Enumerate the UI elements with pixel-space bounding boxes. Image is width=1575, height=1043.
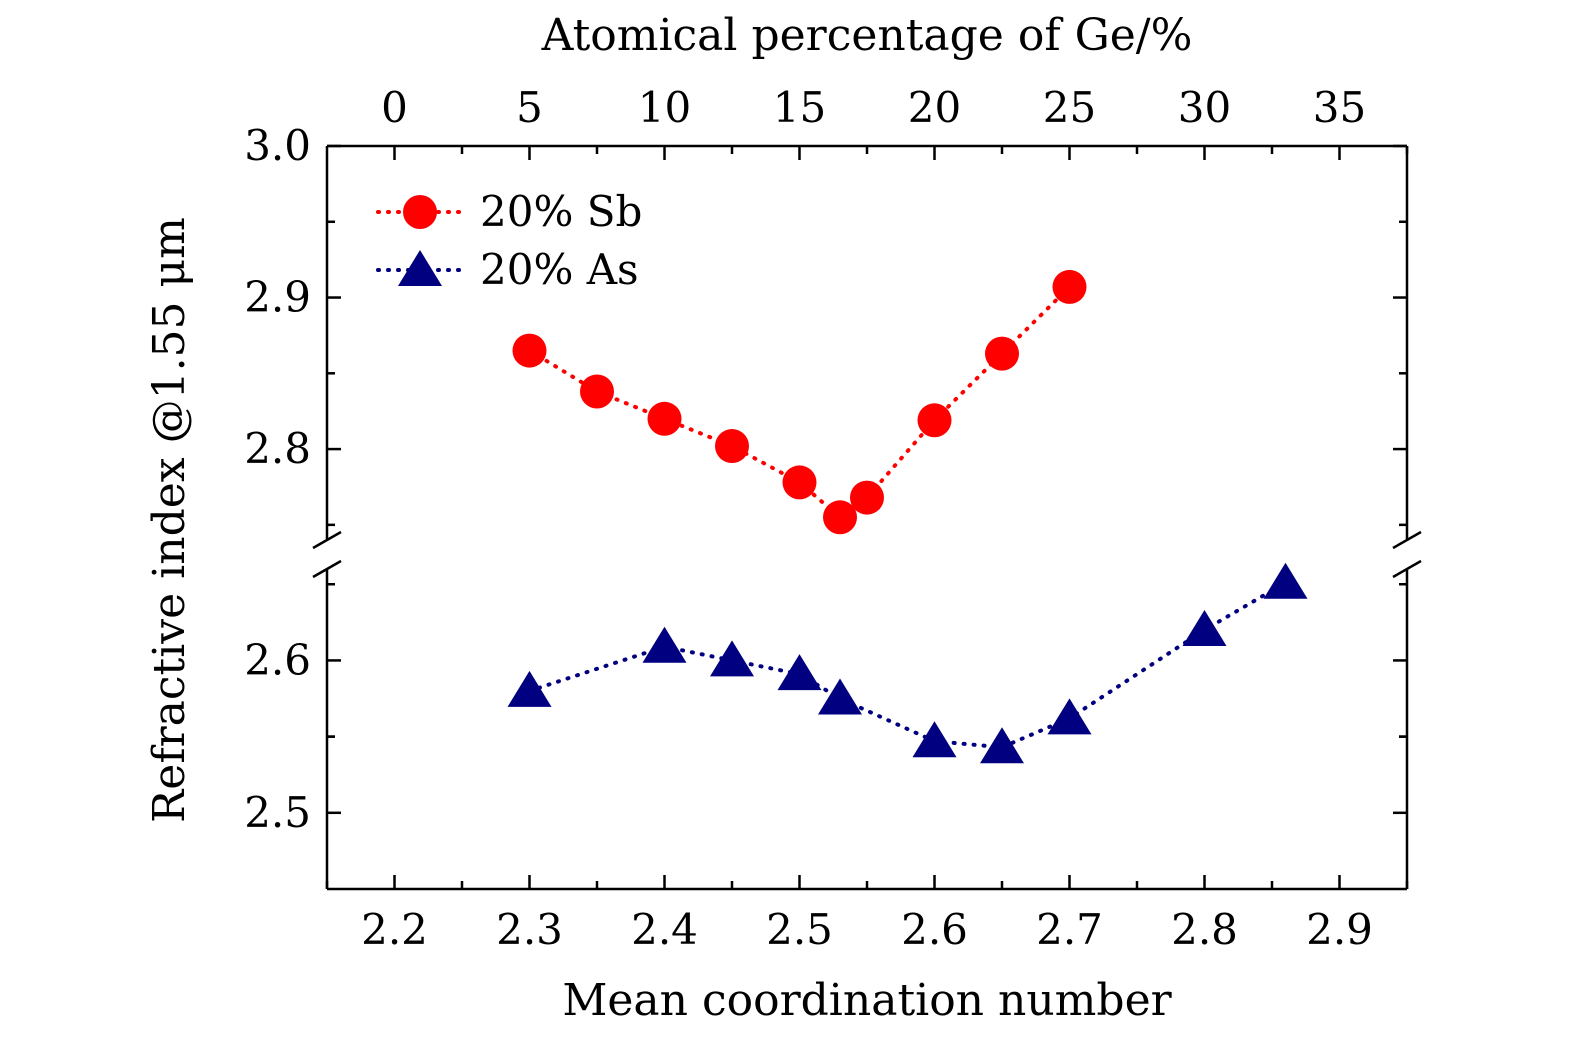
legend-label: 20% Sb [480, 187, 642, 236]
y-tick-label: 2.5 [244, 788, 311, 837]
data-point-triangle [1263, 562, 1308, 599]
data-point-triangle [710, 640, 754, 677]
x-tick-label: 2.4 [631, 905, 698, 954]
axis-break-left-1 [312, 530, 342, 550]
y-tick-label: 2.8 [244, 424, 311, 473]
axis-break-right-1 [1392, 530, 1422, 550]
x-tick-label: 2.7 [1036, 905, 1103, 954]
axis-break-right-2 [1392, 559, 1422, 579]
legend-label: 20% As [480, 245, 639, 294]
legend-marker-triangle [398, 250, 442, 286]
x2-tick-label: 25 [1043, 83, 1096, 132]
x-tick-label: 2.9 [1306, 905, 1373, 954]
data-point-circle [782, 465, 817, 500]
data-point-circle [917, 403, 952, 438]
data-point-circle [512, 333, 547, 368]
x2-tick-label: 5 [516, 83, 543, 132]
data-point-triangle [507, 670, 552, 707]
y-axis-title: Refractive index @1.55 μm [144, 217, 195, 823]
series-line-0 [527, 284, 1072, 520]
x2-tick-label: 35 [1313, 83, 1366, 132]
x2-tick-label: 0 [381, 83, 408, 132]
axes-layer: 2.2 2.3 2.4 2.5 2.6 2.7 2.8 2.9 0 5 10 15 20 25 30 35 2.… [244, 83, 1422, 954]
x2-tick-label: 30 [1178, 83, 1231, 132]
x2-tick-label: 20 [908, 83, 961, 132]
x-tick-label: 2.6 [901, 905, 968, 954]
x2-tick-label: 15 [773, 83, 826, 132]
x-tick-label: 2.5 [766, 905, 833, 954]
data-point-circle [823, 500, 857, 535]
x2-tick-label: 10 [638, 83, 691, 132]
data-point-circle [715, 429, 749, 464]
data-point-triangle [1047, 698, 1092, 735]
legend-marker-circle [403, 195, 437, 229]
y-tick-label: 2.6 [244, 635, 311, 684]
series-line-1 [527, 580, 1288, 750]
x-tick-label: 2.8 [1171, 905, 1238, 954]
data-point-triangle [777, 654, 822, 691]
data-point-circle [580, 374, 614, 409]
data-point-circle [1052, 269, 1087, 304]
x2-axis-title: Atomical percentage of Ge/% [541, 10, 1193, 61]
x-tick-label: 2.3 [496, 905, 563, 954]
data-point-circle [985, 336, 1019, 371]
data-point-triangle [1182, 609, 1227, 646]
data-point-triangle [912, 721, 957, 758]
x-tick-label: 2.2 [361, 905, 428, 954]
data-point-triangle [980, 727, 1024, 764]
data-point-circle [647, 401, 682, 436]
x-axis-title: Mean coordination number [562, 975, 1172, 1026]
data-point-triangle [642, 626, 687, 663]
data-point-triangle [818, 678, 862, 715]
axis-break-left-2 [312, 559, 342, 579]
series-layer [507, 269, 1308, 764]
data-point-circle [850, 480, 884, 515]
y-tick-label: 2.9 [244, 273, 311, 322]
legend: 20% Sb 20% As [376, 187, 642, 294]
y-tick-label: 3.0 [244, 121, 311, 170]
